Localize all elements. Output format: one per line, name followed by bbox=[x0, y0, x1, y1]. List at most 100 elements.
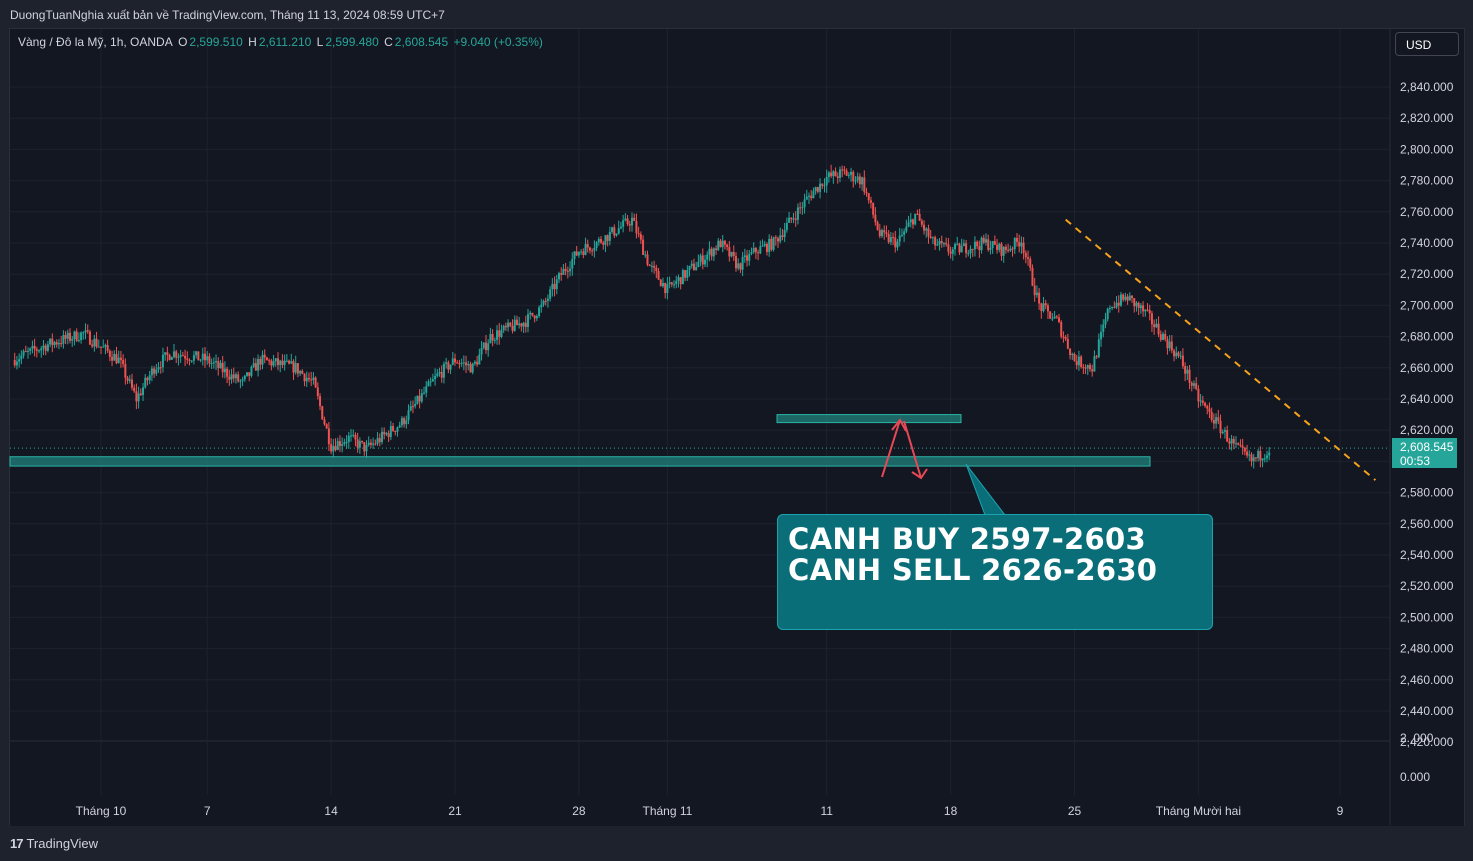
candle-body bbox=[794, 218, 797, 220]
candle bbox=[956, 236, 959, 246]
candle-body bbox=[858, 176, 861, 185]
y-tick-label: 2,460.000 bbox=[1400, 673, 1454, 687]
candle bbox=[529, 310, 532, 320]
candle bbox=[1188, 364, 1191, 390]
candle-body bbox=[673, 284, 676, 286]
candle-body bbox=[319, 396, 322, 407]
candle-body bbox=[569, 268, 572, 272]
candle bbox=[440, 365, 443, 383]
candle-body bbox=[409, 406, 412, 411]
candle bbox=[195, 350, 198, 359]
candle bbox=[354, 432, 357, 447]
candle bbox=[115, 346, 118, 365]
candle-body bbox=[285, 360, 288, 362]
candle bbox=[686, 265, 689, 281]
trade-callout[interactable]: CANH BUY 2597-2603 CANH SELL 2626-2630 bbox=[777, 514, 1213, 630]
candle-body bbox=[1159, 334, 1162, 340]
trendline[interactable] bbox=[1065, 218, 1377, 481]
candle-body bbox=[102, 346, 105, 348]
candle-body bbox=[13, 360, 16, 366]
candle bbox=[903, 228, 906, 242]
candle-body bbox=[617, 228, 620, 234]
candle-body bbox=[770, 238, 773, 250]
candle-body bbox=[321, 406, 324, 420]
candle bbox=[451, 351, 454, 366]
candle bbox=[389, 420, 392, 441]
candle bbox=[582, 248, 585, 259]
candle-body bbox=[250, 366, 253, 376]
candle bbox=[230, 368, 233, 384]
candle bbox=[1119, 291, 1122, 307]
candle bbox=[26, 347, 29, 359]
candle bbox=[1166, 336, 1169, 355]
candle bbox=[710, 246, 713, 261]
candle-body bbox=[327, 428, 330, 445]
candle bbox=[883, 225, 886, 240]
currency-button[interactable]: USD bbox=[1395, 32, 1459, 56]
candle-body bbox=[836, 176, 839, 178]
candle-body bbox=[192, 355, 195, 361]
candle-body bbox=[1195, 383, 1198, 389]
candle bbox=[57, 338, 60, 350]
x-tick-label: 9 bbox=[1337, 804, 1344, 818]
y-tick-label: 2,700.000 bbox=[1400, 298, 1454, 312]
candle bbox=[918, 208, 921, 221]
candle-body bbox=[1122, 294, 1125, 300]
candle bbox=[1177, 351, 1180, 358]
tradingview-logo[interactable]: 17 TradingView bbox=[10, 836, 98, 851]
candle bbox=[1040, 302, 1043, 319]
candle-body bbox=[460, 362, 463, 364]
candle bbox=[715, 245, 718, 255]
candle bbox=[1073, 352, 1076, 362]
candle bbox=[790, 217, 793, 224]
candle bbox=[1235, 436, 1238, 449]
candle bbox=[591, 248, 594, 256]
candle bbox=[967, 250, 970, 257]
candle bbox=[97, 339, 100, 348]
candle bbox=[1206, 404, 1209, 415]
arrow-down-line[interactable] bbox=[903, 420, 922, 479]
y-tick-label: 2,440.000 bbox=[1400, 704, 1454, 718]
candle bbox=[447, 360, 450, 374]
candle-body bbox=[1246, 451, 1249, 456]
candle bbox=[1104, 312, 1107, 329]
candle-body bbox=[942, 243, 945, 245]
candle bbox=[639, 231, 642, 244]
candle bbox=[1170, 335, 1173, 354]
candle bbox=[697, 254, 700, 268]
buy-zone[interactable] bbox=[9, 456, 1151, 467]
candle-body bbox=[429, 381, 432, 383]
candle-body bbox=[1153, 324, 1156, 328]
candle-body bbox=[1139, 305, 1142, 309]
candle bbox=[1122, 293, 1125, 302]
candle-body bbox=[148, 375, 151, 381]
candle-body bbox=[973, 241, 976, 250]
candle-body bbox=[951, 249, 954, 254]
candle-body bbox=[639, 234, 642, 240]
candle-body bbox=[341, 444, 344, 446]
candle-body bbox=[1226, 430, 1229, 442]
candle bbox=[398, 421, 401, 429]
candle-body bbox=[927, 228, 930, 237]
candle-body bbox=[684, 270, 687, 278]
candle-body bbox=[447, 362, 450, 370]
sell-zone[interactable] bbox=[776, 414, 962, 424]
candle bbox=[1212, 413, 1215, 430]
candle-body bbox=[356, 439, 359, 448]
candle-body bbox=[498, 330, 501, 337]
candle-body bbox=[75, 331, 78, 341]
candle bbox=[442, 361, 445, 384]
candle bbox=[533, 315, 536, 323]
arrow-up-line[interactable] bbox=[881, 419, 901, 478]
candle bbox=[774, 235, 777, 246]
candle-body bbox=[338, 441, 341, 446]
candle bbox=[1254, 456, 1257, 462]
candle-body bbox=[940, 241, 943, 244]
candle bbox=[75, 328, 78, 342]
chart-frame[interactable] bbox=[9, 28, 1465, 827]
candle-body bbox=[1168, 341, 1171, 349]
candle-body bbox=[221, 362, 224, 373]
candle-body bbox=[591, 250, 594, 252]
candle-body bbox=[288, 360, 291, 364]
